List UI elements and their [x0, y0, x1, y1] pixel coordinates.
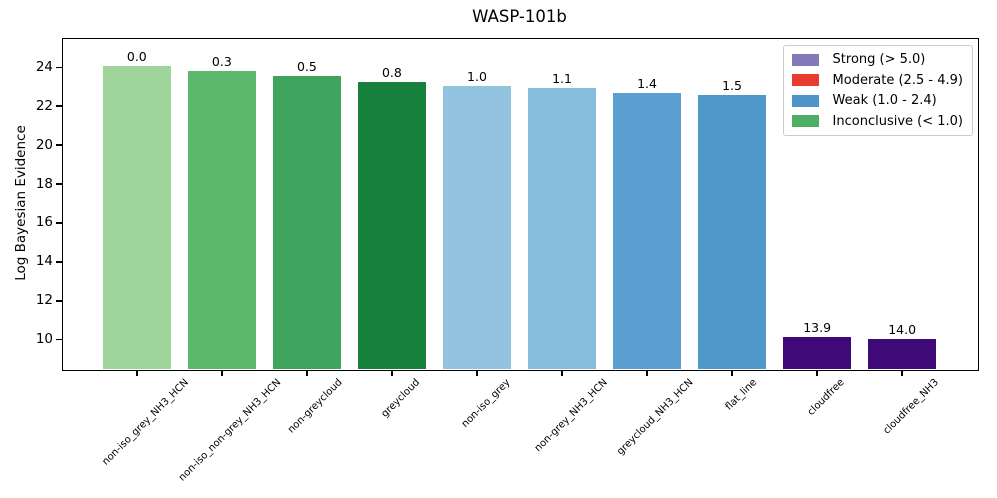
y-tick-mark — [56, 105, 62, 107]
y-tick-label: 12 — [35, 292, 53, 309]
x-tick-label: flat_line — [723, 377, 760, 413]
x-tick-mark — [306, 369, 308, 376]
x-tick-mark — [136, 369, 138, 376]
bar-value-label: 0.3 — [211, 54, 232, 70]
x-tick-mark — [816, 369, 818, 376]
y-tick-mark — [56, 261, 62, 263]
chart-title: WASP-101b — [472, 7, 567, 26]
y-tick-label: 18 — [35, 175, 53, 192]
y-tick-mark — [56, 300, 62, 302]
x-tick-mark — [646, 369, 648, 376]
bar-non-iso_non-grey_NH3_HCN — [187, 71, 256, 369]
x-tick-label: non-grey_NH3_HCN — [532, 377, 610, 455]
legend-swatch — [791, 94, 819, 107]
bar-value-label: 0.5 — [296, 58, 317, 74]
bar-flat_line — [698, 95, 767, 369]
legend-label: Weak (1.0 - 2.4) — [832, 93, 937, 108]
bar-value-label: 0.8 — [381, 64, 402, 80]
y-tick-label: 24 — [35, 58, 53, 75]
bar-non-grey_NH3_HCN — [528, 87, 597, 369]
x-tick-mark — [561, 369, 563, 376]
y-tick-label: 22 — [35, 97, 53, 114]
x-tick-mark — [731, 369, 733, 376]
y-tick-label: 14 — [35, 253, 53, 270]
legend-row: Strong (> 5.0) — [791, 52, 963, 67]
x-tick-label: non-iso_grey — [459, 377, 513, 430]
legend-row: Weak (1.0 - 2.4) — [791, 93, 963, 108]
bar-cloudfree_NH3 — [868, 338, 937, 369]
bar-value-label: 13.9 — [803, 319, 832, 335]
x-tick-mark — [901, 369, 903, 376]
legend: Strong (> 5.0) Moderate (2.5 - 4.9) Weak (… — [782, 45, 973, 136]
x-tick-mark — [221, 369, 223, 376]
bar-value-label: 1.4 — [637, 76, 657, 92]
y-tick-label: 10 — [35, 331, 53, 348]
legend-row: Inconclusive (< 1.0) — [791, 113, 963, 129]
x-tick-label: non-greycloud — [286, 377, 345, 436]
bar-value-label: 1.5 — [722, 78, 743, 94]
legend-swatch — [791, 74, 819, 86]
legend-label: Moderate (2.5 - 4.9) — [832, 72, 963, 88]
bar-cloudfree — [783, 336, 852, 369]
bar-value-label: 0.0 — [126, 49, 147, 65]
bar-greycloud — [357, 81, 426, 369]
x-tick-label: non-iso_non-grey_NH3_HCN — [177, 377, 284, 484]
legend-swatch — [791, 53, 819, 66]
y-tick-mark — [56, 144, 62, 146]
bar-non-iso_grey — [442, 85, 511, 369]
x-tick-label: non-iso_grey_NH3_HCN — [100, 377, 192, 468]
y-tick-mark — [56, 183, 62, 185]
y-tick-mark — [56, 339, 62, 341]
x-tick-label: cloudfree — [805, 377, 847, 418]
x-tick-label: cloudfree_NH3 — [881, 377, 941, 437]
bar-non-greycloud — [272, 75, 341, 369]
bar-value-label: 14.0 — [888, 321, 917, 337]
x-tick-label: greycloud_NH3_HCN — [615, 377, 696, 458]
y-tick-label: 20 — [35, 136, 53, 153]
x-tick-mark — [391, 369, 393, 376]
bar-greycloud_NH3_HCN — [613, 93, 682, 369]
legend-label: Strong (> 5.0) — [832, 52, 926, 67]
legend-swatch — [791, 115, 819, 127]
bar-value-label: 1.1 — [552, 70, 572, 86]
y-tick-mark — [56, 66, 62, 68]
legend-label: Inconclusive (< 1.0) — [832, 113, 963, 129]
x-tick-label: greycloud — [379, 377, 423, 420]
bar-non-iso_grey_NH3_HCN — [102, 66, 171, 369]
legend-row: Moderate (2.5 - 4.9) — [791, 72, 963, 88]
y-tick-mark — [56, 222, 62, 224]
x-tick-mark — [476, 369, 478, 376]
y-tick-label: 16 — [35, 214, 53, 231]
bar-value-label: 1.0 — [467, 68, 487, 84]
